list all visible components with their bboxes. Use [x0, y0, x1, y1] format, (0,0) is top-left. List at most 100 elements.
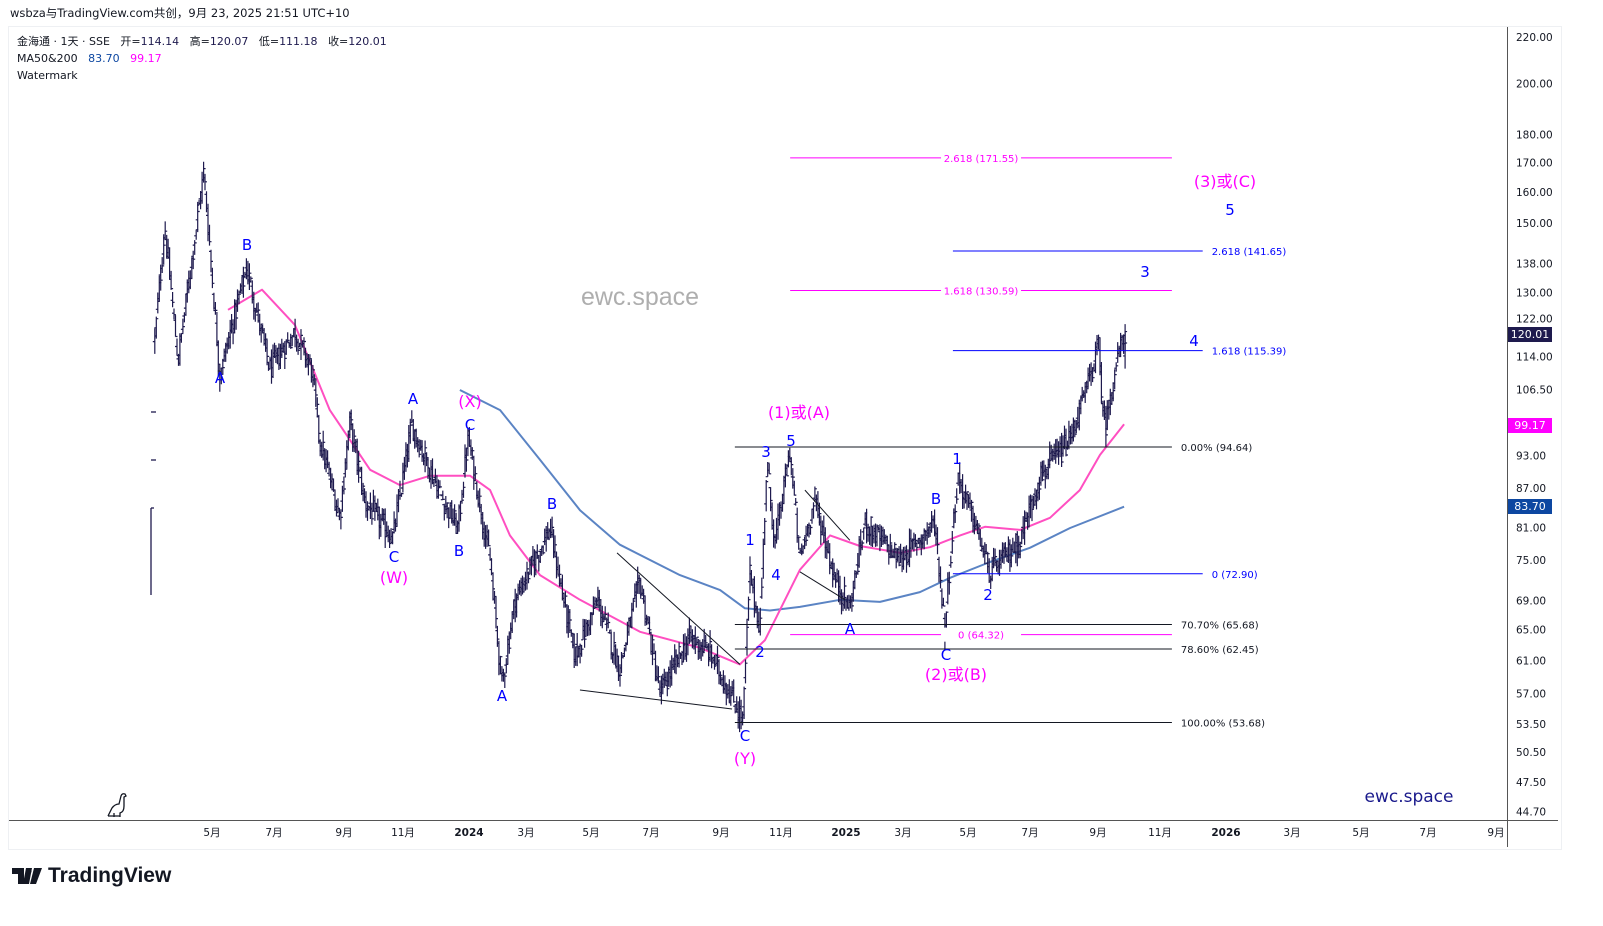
trend-line[interactable] [616, 552, 741, 665]
ohlc-bar [256, 302, 261, 323]
moving-averages [227, 288, 1125, 666]
ohlc-bar [677, 642, 682, 668]
ohlc-bar [855, 553, 860, 575]
legend-watermark-row[interactable]: Watermark [17, 67, 387, 84]
ohlc-bar [541, 545, 546, 555]
ohlc-bar [169, 270, 174, 290]
price-tick-label: 130.00 [1516, 288, 1553, 300]
ohlc-bar [913, 534, 918, 548]
ohlc-bar [553, 535, 557, 558]
ohlc-bar [220, 358, 225, 375]
wave-label: A [845, 620, 856, 638]
wave-label: B [931, 490, 941, 508]
ohlc-bar [869, 516, 874, 547]
ohlc-bar [742, 686, 747, 719]
last-price-badge: 120.01 [1508, 327, 1552, 342]
ohlc-bar [718, 671, 723, 685]
ohlc-bar [1064, 428, 1068, 457]
ohlc-bar [804, 525, 809, 546]
price-tick-label: 200.00 [1516, 78, 1553, 90]
price-axis[interactable]: 220.00 200.00 180.00 170.00 160.00 150.00 138.… [1516, 32, 1553, 819]
ohlc-bar [953, 504, 958, 523]
ohlc-bar [637, 574, 642, 595]
ohlc-bar [592, 596, 597, 609]
ohlc-bar [160, 257, 165, 273]
price-tick-label: 53.50 [1516, 719, 1546, 731]
ohlc-bar [708, 630, 713, 662]
time-axis[interactable]: 5月 7月 9月 11月 2024 3月 5月 7月 9月 11月 2025 3月 5月 7月 9月 11月 2… [203, 827, 1504, 839]
fib-levels[interactable]: 2.618 (171.55) 1.618 (130.59) 0 (64.32) 2.6… [734, 150, 1287, 730]
price-tick-label: 170.00 [1516, 157, 1553, 169]
ohlc-bar [1117, 345, 1122, 358]
ohlc-bar [731, 679, 736, 703]
ohlc-bar [792, 480, 797, 496]
trend-line[interactable] [804, 489, 851, 541]
ohlc-bar [631, 598, 636, 612]
wave-label: (W) [380, 568, 408, 587]
ma50-value: 99.17 [130, 52, 162, 65]
time-tick-label: 9月 [335, 827, 352, 839]
ohlc-bar [285, 332, 290, 342]
price-tick-label: 61.00 [1516, 655, 1546, 667]
dinosaur-icon[interactable] [107, 793, 127, 817]
ohlc-bar [948, 555, 953, 568]
ohlc-bar [789, 457, 794, 476]
ohlc-bar [567, 609, 572, 633]
price-tick-label: 50.50 [1516, 747, 1546, 759]
ohlc-bar [316, 414, 321, 444]
price-tick-label: 150.00 [1516, 218, 1553, 230]
time-tick-label: 3月 [894, 827, 911, 839]
tradingview-logo[interactable]: TradingView [12, 864, 171, 888]
time-tick-label: 5月 [203, 827, 220, 839]
ohlc-bar [764, 480, 769, 512]
ohlc-bar [338, 509, 343, 530]
chart-frame [8, 26, 1562, 850]
wave-label: C [941, 646, 951, 664]
time-tick-label: 2026 [1211, 827, 1240, 839]
legend-symbol-row[interactable]: 金海通 · 1天 · SSE 开=114.14 高=120.07 低=111.1… [17, 33, 387, 50]
fib-level-label: 1.618 (130.59) [944, 286, 1019, 297]
time-tick-label: 5月 [959, 827, 976, 839]
ohlc-bar [833, 573, 838, 588]
ohlc-bar [582, 619, 587, 648]
ohlc-bar [621, 654, 625, 659]
ohlc-bar [173, 315, 178, 338]
wave-label: C [740, 727, 750, 745]
wave-label: C [465, 416, 475, 434]
legend-ma-row[interactable]: MA50&200 83.70 99.17 [17, 50, 387, 67]
price-tick-label: 122.00 [1516, 314, 1553, 326]
time-tick-label: 11月 [1148, 827, 1172, 839]
trend-line[interactable] [579, 689, 733, 710]
ohlc-bar [498, 655, 503, 675]
ohlc-bar [938, 566, 943, 589]
ma200-badge: 83.70 [1508, 499, 1552, 514]
ohlc-bar [440, 490, 445, 501]
ohlc-bar [1096, 334, 1101, 349]
ohlc-bar [1059, 432, 1064, 467]
fib-level-label: 2.618 (171.55) [944, 154, 1019, 165]
price-tick-label: 106.50 [1516, 385, 1553, 397]
ohlc-bar [423, 440, 428, 473]
wave-label: (Y) [734, 749, 756, 768]
ohlc-bar [875, 524, 879, 547]
price-tick-label: 81.00 [1516, 523, 1546, 535]
fib-label-background [941, 283, 1022, 298]
ohlc-bar [914, 542, 919, 556]
time-tick-label: 7月 [265, 827, 282, 839]
ohlc-bar [331, 478, 336, 492]
ohlc-bar [282, 341, 287, 369]
ohlc-bar [941, 597, 946, 607]
ohlc-bar [1111, 382, 1116, 402]
high-label: 高= [189, 35, 210, 48]
trend-line[interactable] [799, 571, 846, 601]
ohlc-bar [161, 234, 166, 265]
wave-label: B [547, 495, 557, 513]
ohlc-bar [288, 333, 293, 349]
ohlc-bar [606, 612, 611, 629]
ohlc-bar [209, 249, 213, 273]
trend-lines[interactable] [579, 489, 851, 710]
ohlc-bar [349, 409, 354, 431]
close-label: 收= [328, 35, 349, 48]
ohlc-bar [861, 527, 866, 540]
